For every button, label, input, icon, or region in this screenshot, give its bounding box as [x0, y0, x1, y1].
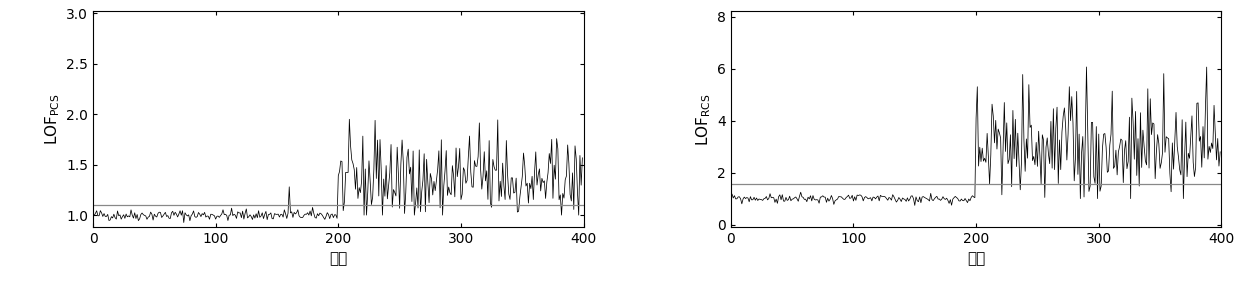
Y-axis label: $\mathregular{LOF}_{\mathregular{PCS}}$: $\mathregular{LOF}_{\mathregular{PCS}}$	[43, 93, 62, 145]
X-axis label: 样本: 样本	[967, 252, 986, 267]
Y-axis label: $\mathregular{LOF}_{\mathregular{RCS}}$: $\mathregular{LOF}_{\mathregular{RCS}}$	[694, 93, 713, 146]
X-axis label: 样本: 样本	[329, 252, 347, 267]
